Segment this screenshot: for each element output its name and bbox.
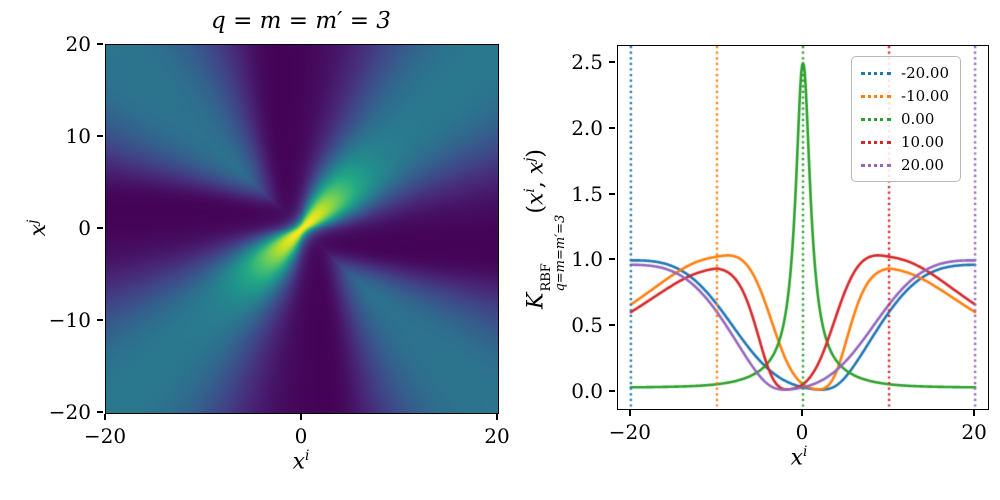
legend-entry: -10.00 xyxy=(861,87,949,106)
tick-label: 1.5 xyxy=(571,181,603,206)
tick-mark xyxy=(801,410,803,416)
tick-label: −20 xyxy=(48,400,91,424)
right-x-axis-label: xi xyxy=(790,444,808,471)
tick-mark xyxy=(609,389,615,392)
tick-label: −10 xyxy=(48,308,91,332)
tick-label: 1.0 xyxy=(571,247,603,272)
tick-mark xyxy=(609,61,615,64)
legend: -20.00 -10.00 0.00 10.00 20.00 xyxy=(851,56,962,182)
tick-mark xyxy=(97,319,103,321)
tick-mark xyxy=(300,414,302,420)
tick-mark xyxy=(97,135,103,137)
tick-mark xyxy=(973,410,975,416)
tick-mark xyxy=(609,324,615,326)
tick-label: 20 xyxy=(484,424,510,448)
tick-label: 0 xyxy=(78,216,91,240)
tick-mark xyxy=(97,43,103,45)
legend-line-swatch xyxy=(861,118,891,121)
left-x-axis-label: xi xyxy=(292,448,310,475)
tick-label: −20 xyxy=(608,420,652,444)
tick-label: 20 xyxy=(961,420,987,444)
tick-mark xyxy=(97,227,103,229)
legend-label: 10.00 xyxy=(901,133,944,151)
tick-label: 0.5 xyxy=(571,313,603,338)
legend-line-swatch xyxy=(861,72,891,75)
legend-line-swatch xyxy=(861,141,891,144)
tick-mark xyxy=(609,258,615,261)
legend-label: -20.00 xyxy=(901,64,950,82)
legend-entry: -20.00 xyxy=(861,64,949,83)
legend-label: -10.00 xyxy=(901,87,950,105)
legend-entry: 0.00 xyxy=(861,110,949,129)
tick-mark xyxy=(104,414,106,420)
tick-mark xyxy=(496,414,498,420)
tick-label: 2.0 xyxy=(571,115,603,140)
heatmap-canvas xyxy=(106,45,498,413)
legend-line-swatch xyxy=(861,95,891,98)
legend-line-swatch xyxy=(861,164,891,167)
left-plot-title: q = m = m′ = 3 xyxy=(211,8,391,34)
tick-label: 2.5 xyxy=(571,50,603,75)
legend-label: 20.00 xyxy=(901,156,944,174)
legend-entry: 20.00 xyxy=(861,156,949,175)
tick-label: 0 xyxy=(795,420,809,444)
tick-mark xyxy=(629,410,631,416)
tick-label: 0 xyxy=(294,424,308,448)
tick-label: 20 xyxy=(65,32,91,56)
tick-label: 10 xyxy=(65,124,91,148)
tick-mark xyxy=(609,192,615,195)
legend-entry: 10.00 xyxy=(861,133,949,152)
heatmap-axes xyxy=(105,44,499,414)
tick-mark xyxy=(97,411,103,413)
tick-label: −20 xyxy=(83,424,127,448)
legend-label: 0.00 xyxy=(901,110,935,128)
right-y-axis-label: K RBF q=m=m′=3 (xi, xj) xyxy=(522,149,569,309)
tick-mark xyxy=(609,127,615,129)
tick-label: 0.0 xyxy=(571,378,603,403)
